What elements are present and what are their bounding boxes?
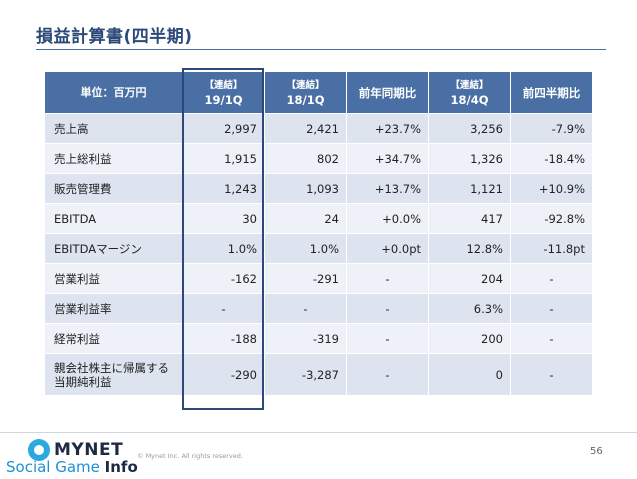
table-header-row: 単位：百万円 【連結】 19/1Q 【連結】 18/1Q 前年同期比 【連結】 …: [44, 71, 593, 114]
row-value: -188: [182, 323, 265, 354]
row-value: 3,256: [428, 113, 511, 144]
row-value: -: [346, 293, 429, 324]
row-value: -290: [182, 353, 265, 396]
logo-subtitle: Social Game Info: [6, 458, 138, 476]
table-row: 営業利益率 - - -6.3% -: [44, 293, 593, 324]
row-value: -: [510, 323, 593, 354]
logo-name: MYNET: [54, 440, 124, 460]
col-period: 前四半期比: [522, 85, 581, 100]
col-header-19-1q: 【連結】 19/1Q: [182, 71, 265, 114]
row-value: -162: [182, 263, 265, 294]
row-value: 200: [428, 323, 511, 354]
row-label: 経常利益: [44, 323, 183, 354]
row-label: 営業利益: [44, 263, 183, 294]
table-row: 販売管理費 1,243 1,093 +13.7% 1,121 +10.9%: [44, 173, 593, 204]
row-value: 1.0%: [182, 233, 265, 264]
col-header-qoq: 前四半期比: [510, 71, 593, 114]
row-value: 802: [264, 143, 347, 174]
row-value: -: [510, 293, 593, 324]
row-value: -11.8pt: [510, 233, 593, 264]
footer-divider: [0, 432, 637, 433]
logo-sub-b: Info: [104, 458, 138, 476]
row-value: +23.7%: [346, 113, 429, 144]
row-value: +0.0pt: [346, 233, 429, 264]
row-value: +13.7%: [346, 173, 429, 204]
col-tag: 【連結】: [204, 79, 243, 91]
title-underline: [36, 49, 606, 50]
unit-label: 単位：百万円: [44, 71, 183, 114]
row-label: EBITDAマージン: [44, 233, 183, 264]
row-label: 営業利益率: [44, 293, 183, 324]
pl-table-container: 単位：百万円 【連結】 19/1Q 【連結】 18/1Q 前年同期比 【連結】 …: [44, 71, 593, 396]
logo-sub-a: Social Game: [6, 458, 105, 476]
row-value: 417: [428, 203, 511, 234]
copyright: © Mynet Inc. All rights reserved.: [137, 452, 243, 460]
col-period: 18/4Q: [450, 92, 489, 107]
page-title: 損益計算書(四半期): [36, 27, 193, 47]
row-value: -: [264, 293, 347, 324]
col-header-yoy: 前年同期比: [346, 71, 429, 114]
row-value: -: [510, 263, 593, 294]
row-value: -3,287: [264, 353, 347, 396]
row-value: 1,243: [182, 173, 265, 204]
row-value: 24: [264, 203, 347, 234]
row-label: EBITDA: [44, 203, 183, 234]
row-label: 売上総利益: [44, 143, 183, 174]
pl-table: 単位：百万円 【連結】 19/1Q 【連結】 18/1Q 前年同期比 【連結】 …: [44, 71, 593, 396]
col-period: 前年同期比: [358, 85, 417, 100]
table-body: 売上高 2,997 2,421 +23.7% 3,256 -7.9% 売上総利益 1,915 8…: [44, 113, 593, 396]
table-row: EBITDAマージン 1.0% 1.0% +0.0pt 12.8% -11.8pt: [44, 233, 593, 264]
row-value: 2,421: [264, 113, 347, 144]
row-value: -92.8%: [510, 203, 593, 234]
table-row: EBITDA 30 24 +0.0% 417 -92.8%: [44, 203, 593, 234]
table-row: 営業利益 -162 -291-204-: [44, 263, 593, 294]
row-value: -: [346, 263, 429, 294]
row-value: 12.8%: [428, 233, 511, 264]
row-value: 1,326: [428, 143, 511, 174]
row-value: 30: [182, 203, 265, 234]
row-value: -291: [264, 263, 347, 294]
row-value: -319: [264, 323, 347, 354]
page-number: 56: [590, 446, 603, 457]
row-value: -: [510, 353, 593, 396]
col-header-18-1q: 【連結】 18/1Q: [264, 71, 347, 114]
mynet-logo-icon: [28, 439, 50, 461]
row-value: 2,997: [182, 113, 265, 144]
row-value: 1,093: [264, 173, 347, 204]
row-value: 1,915: [182, 143, 265, 174]
row-label: 販売管理費: [44, 173, 183, 204]
row-value: -18.4%: [510, 143, 593, 174]
mynet-logo: MYNET Social Game Info: [6, 437, 138, 476]
row-value: 0: [428, 353, 511, 396]
row-value: 204: [428, 263, 511, 294]
table-row: 親会社株主に帰属する 当期純利益 -290 -3,287-0-: [44, 353, 593, 396]
row-value: -7.9%: [510, 113, 593, 144]
row-value: 1.0%: [264, 233, 347, 264]
table-row: 売上高 2,997 2,421 +23.7% 3,256 -7.9%: [44, 113, 593, 144]
row-value: +0.0%: [346, 203, 429, 234]
row-value: -: [346, 353, 429, 396]
row-value: 6.3%: [428, 293, 511, 324]
row-value: 1,121: [428, 173, 511, 204]
col-period: 18/1Q: [286, 92, 325, 107]
row-value: +10.9%: [510, 173, 593, 204]
col-header-18-4q: 【連結】 18/4Q: [428, 71, 511, 114]
row-label: 親会社株主に帰属する 当期純利益: [44, 353, 183, 396]
col-tag: 【連結】: [286, 79, 325, 91]
table-row: 売上総利益 1,915 802 +34.7% 1,326 -18.4%: [44, 143, 593, 174]
row-label: 売上高: [44, 113, 183, 144]
col-period: 19/1Q: [204, 92, 243, 107]
table-row: 経常利益 -188 -319-200-: [44, 323, 593, 354]
row-value: -: [346, 323, 429, 354]
col-tag: 【連結】: [450, 79, 489, 91]
row-value: -: [182, 293, 265, 324]
row-value: +34.7%: [346, 143, 429, 174]
